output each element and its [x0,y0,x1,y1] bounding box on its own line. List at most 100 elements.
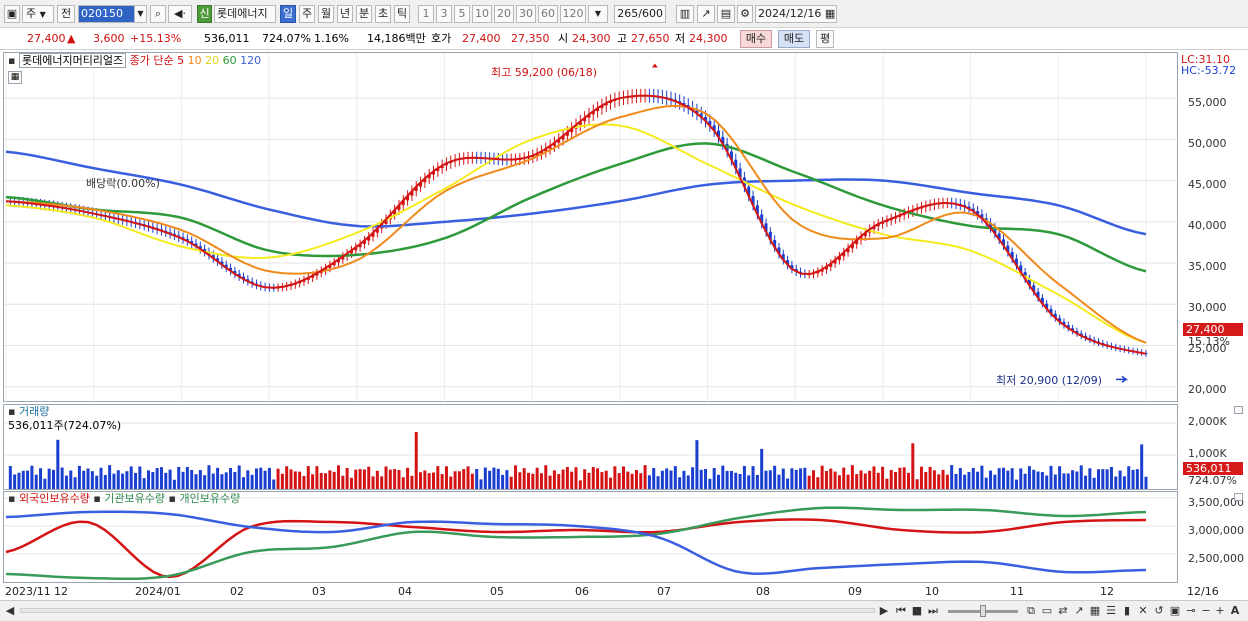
volume-bar [669,470,673,489]
compare-icon[interactable]: ⇄ [1058,604,1068,617]
panel-close-icon[interactable] [1234,493,1243,501]
window-icon[interactable]: ▣ [4,5,20,23]
candle-icon[interactable]: ▥ [676,5,694,23]
minute-60[interactable]: 60 [538,5,558,23]
volume-panel[interactable] [3,404,1179,491]
volume-bar [82,470,86,489]
horizontal-scrollbar[interactable] [20,608,875,613]
date-field[interactable]: 2024/12/16 ▦ [755,5,837,23]
grid-icon[interactable]: ▦ [1089,604,1101,617]
minute-dropdown-icon[interactable]: ▼ [588,5,608,23]
copy-icon[interactable]: ⧉ [1027,604,1035,617]
zoom-in-icon[interactable]: + [1215,604,1225,617]
price-panel[interactable] [3,52,1179,403]
period-tick[interactable]: 틱 [394,5,410,23]
volume-bar [699,469,703,489]
draw-tool-icon[interactable]: ↗ [697,5,715,23]
x-axis-end-date: 12/16 [1187,585,1219,598]
rewind-icon[interactable]: ⏮ [896,604,906,617]
candle-body [1058,318,1062,322]
period-month[interactable]: 월 [318,5,334,23]
stock-code-input[interactable]: 020150 [78,5,136,23]
speaker-icon[interactable]: ◀· [168,5,192,23]
window-icon[interactable]: ▣ [1169,604,1181,617]
minute-30[interactable]: 30 [516,5,536,23]
volume-bar [574,467,578,489]
candle-body [781,254,785,261]
zoom-out-icon[interactable]: − [1201,604,1211,617]
candle-body [989,222,993,228]
period-year[interactable]: 년 [337,5,353,23]
bar-count-field[interactable]: 265/600 [614,5,666,23]
bar-icon[interactable]: ▮ [1123,604,1131,617]
font-size-icon[interactable]: A [1230,604,1240,617]
volume-bar [151,472,155,489]
minute-3[interactable]: 3 [436,5,452,23]
volume-bar [60,467,64,489]
volume-bar [324,473,328,489]
period-week[interactable]: 주 [299,5,315,23]
table-icon[interactable]: ▦ [8,71,22,84]
minute-10[interactable]: 10 [472,5,492,23]
period-second[interactable]: 초 [375,5,391,23]
zoom-slider-handle[interactable] [980,605,986,617]
holdings-chart[interactable] [4,492,1179,584]
price-chart[interactable] [4,53,1179,403]
period-label: 월 [320,7,332,20]
last-rate-label: 15.13% [1188,335,1230,348]
volume-bar [1006,470,1010,489]
volume-bar [155,468,159,489]
candle-body [699,113,703,118]
trend-icon[interactable]: ↗ [1074,604,1084,617]
holdings-panel[interactable] [3,491,1179,584]
turnover-rate: 1.16% [314,32,349,45]
volume-bar [824,470,828,489]
period-day[interactable]: 일 [280,5,296,23]
hc-value: HC:-53.72 [1181,64,1237,77]
minute-1[interactable]: 1 [418,5,434,23]
period-minute[interactable]: 분 [356,5,372,23]
volume-bar [967,471,971,489]
candle-body [695,110,699,114]
layout-icon[interactable]: ▭ [1041,604,1053,617]
chart-type-label: 주 [26,7,37,20]
pin-icon[interactable]: ⊸ [1186,604,1196,617]
chart-type-select[interactable]: 주 ▼ [22,5,54,23]
volume-bar [73,477,77,489]
sell-button[interactable]: 매도 [778,30,810,48]
code-dropdown-icon[interactable]: ▼ [134,5,147,23]
volume-bar [319,472,323,489]
minute-5[interactable]: 5 [454,5,470,23]
search-icon[interactable]: ⌕ [150,5,166,23]
prev-button[interactable]: 전 [57,5,75,23]
buy-button[interactable]: 매수 [740,30,772,48]
list-icon[interactable]: ☰ [1106,604,1116,617]
volume-bar [246,470,250,489]
save-icon[interactable]: ▤ [717,5,735,23]
volume-bar [52,469,55,489]
panel-close-icon[interactable] [1234,406,1243,414]
volume-bar [483,467,487,489]
volume-bar [453,471,457,489]
stop-icon[interactable]: ■ [911,604,923,617]
scroll-right-icon[interactable]: ▶ [879,604,889,617]
x-axis-label: 06 [575,585,589,598]
eval-button[interactable]: 평 [816,30,834,48]
x-axis-label: 12 [54,585,68,598]
volume-bar [242,477,245,489]
volume-bar [889,469,893,489]
minute-120[interactable]: 120 [560,5,586,23]
cross-icon[interactable]: ✕ [1138,604,1148,617]
scroll-left-icon[interactable]: ◀ [5,604,15,617]
forward-icon[interactable]: ⏭ [928,604,938,617]
volume-bar [462,469,466,489]
volume-bar [535,467,539,489]
volume-bar [527,472,530,489]
volume-bar [855,474,859,489]
gear-icon[interactable]: ⚙ [737,5,753,23]
price-axis-tick: 30,000 [1188,301,1227,314]
sync-icon[interactable]: ↺ [1154,604,1164,617]
candle-body [337,259,340,263]
minute-20[interactable]: 20 [494,5,514,23]
volume-chart[interactable] [4,405,1179,491]
